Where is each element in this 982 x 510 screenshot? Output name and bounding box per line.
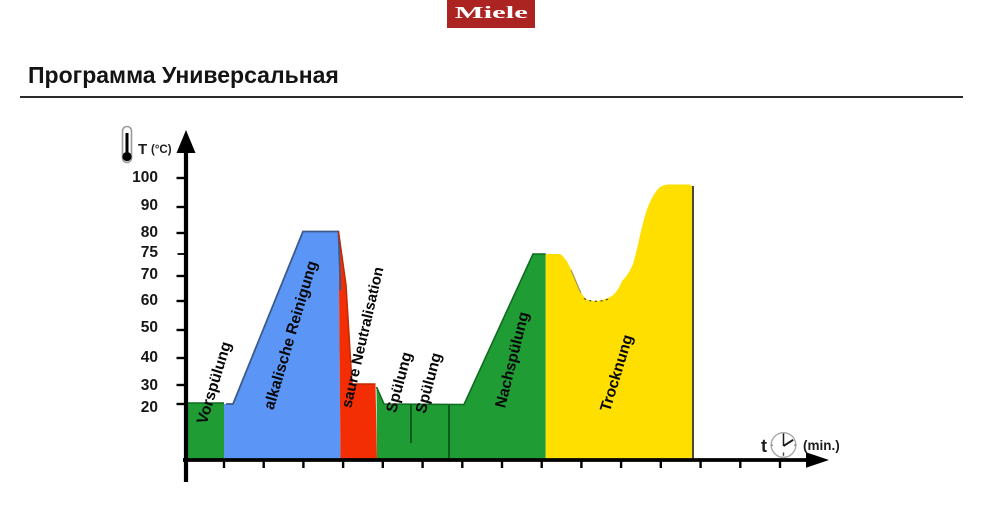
svg-text:t: t	[761, 436, 767, 456]
svg-text:20: 20	[141, 399, 158, 416]
svg-text:100: 100	[132, 169, 158, 186]
svg-text:40: 40	[141, 349, 158, 366]
svg-text:(°C): (°C)	[151, 144, 172, 156]
svg-text:90: 90	[141, 197, 158, 214]
svg-text:80: 80	[141, 224, 158, 241]
svg-text:75: 75	[141, 244, 159, 261]
svg-text:(min.): (min.)	[803, 438, 840, 453]
svg-text:T: T	[138, 141, 147, 158]
svg-text:70: 70	[141, 266, 158, 283]
svg-text:60: 60	[141, 292, 158, 309]
svg-text:30: 30	[141, 377, 158, 394]
svg-text:50: 50	[141, 319, 158, 336]
